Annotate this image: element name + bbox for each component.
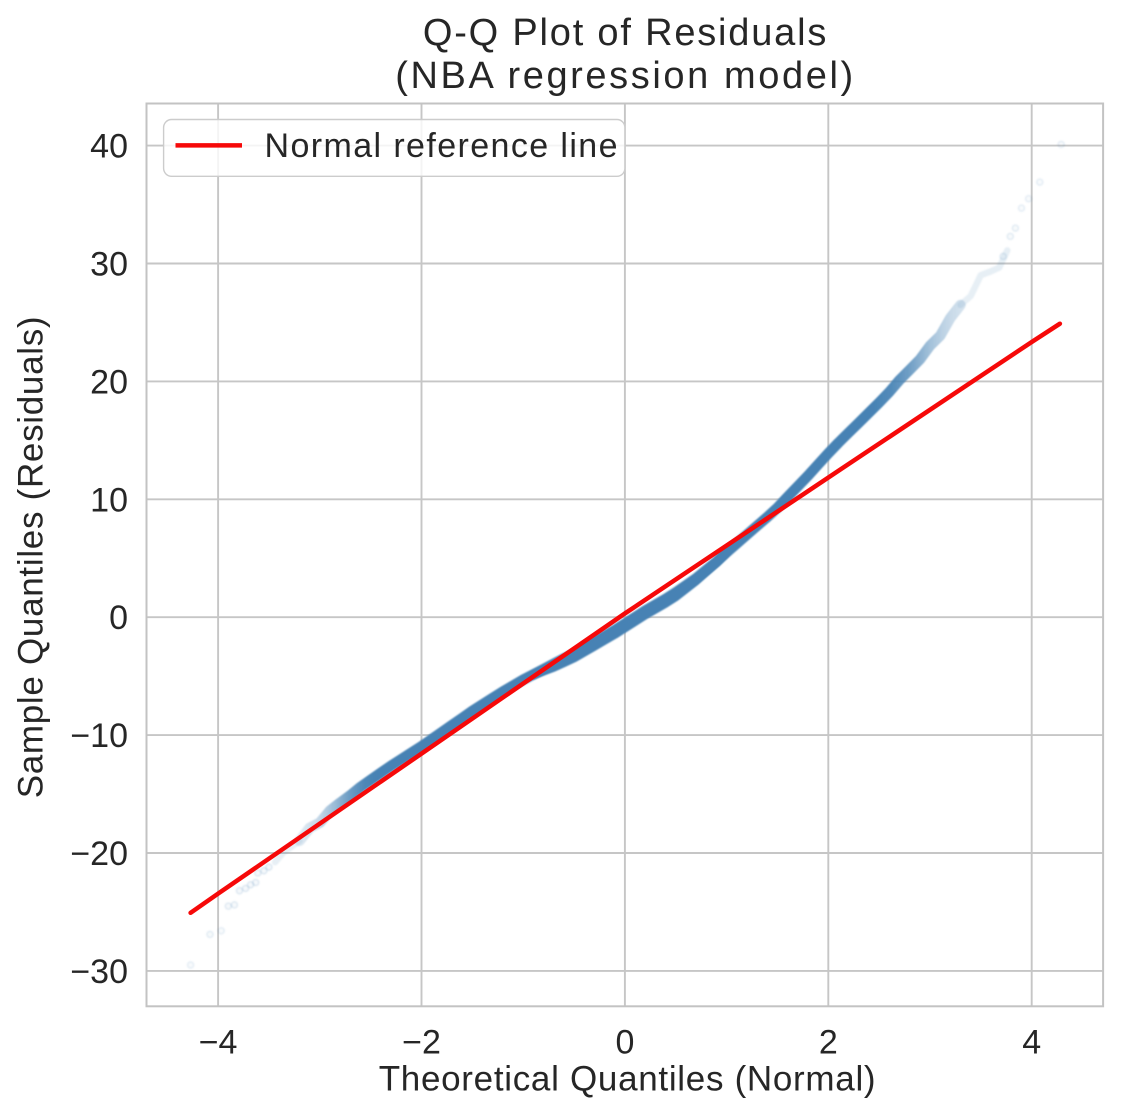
svg-text:20: 20 xyxy=(90,363,128,401)
svg-text:Theoretical Quantiles (Normal): Theoretical Quantiles (Normal) xyxy=(379,1060,877,1099)
svg-text:−20: −20 xyxy=(70,835,128,873)
svg-text:−4: −4 xyxy=(199,1023,238,1061)
svg-text:2: 2 xyxy=(819,1023,838,1061)
svg-text:4: 4 xyxy=(1022,1023,1041,1061)
svg-text:10: 10 xyxy=(90,481,128,519)
svg-text:−2: −2 xyxy=(402,1023,441,1061)
svg-text:Normal reference line: Normal reference line xyxy=(265,127,619,165)
svg-text:−10: −10 xyxy=(70,717,128,755)
svg-text:30: 30 xyxy=(90,246,128,284)
svg-text:0: 0 xyxy=(109,599,128,637)
svg-text:(NBA regression model): (NBA regression model) xyxy=(395,55,856,97)
svg-text:Q-Q Plot of Residuals: Q-Q Plot of Residuals xyxy=(423,12,828,54)
svg-text:−30: −30 xyxy=(70,953,128,991)
svg-text:Sample Quantiles (Residuals): Sample Quantiles (Residuals) xyxy=(12,316,51,799)
svg-text:0: 0 xyxy=(615,1023,634,1061)
svg-text:40: 40 xyxy=(90,128,128,166)
